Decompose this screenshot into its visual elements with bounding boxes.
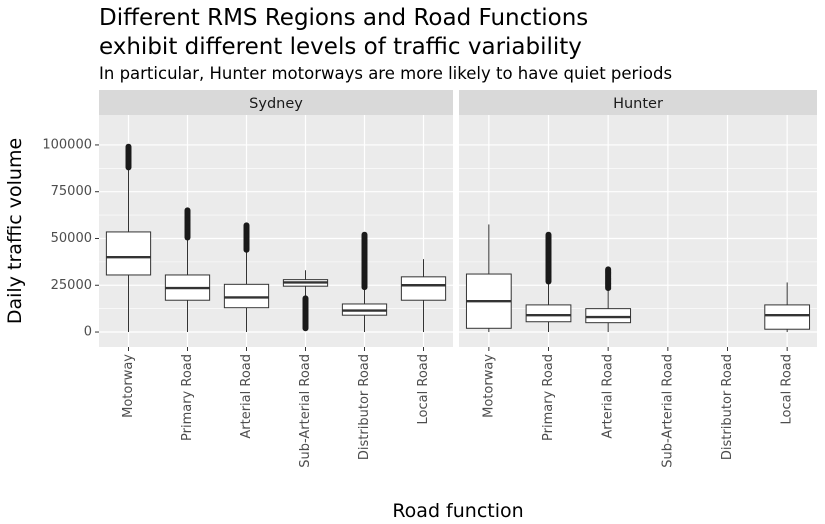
x-tick-label: Motorway [481, 354, 496, 418]
x-tick-label: Distributor Road [720, 354, 735, 460]
y-tick-label: 75000 [51, 184, 92, 199]
facet-strip [99, 90, 453, 115]
y-axis-title: Daily traffic volume [4, 138, 26, 324]
facet-strip [459, 90, 817, 115]
boxplot-motorway [465, 224, 512, 333]
y-tick-label: 100000 [42, 137, 92, 152]
x-tick-label: Distributor Road [357, 354, 372, 460]
chart-title-line-1: Different RMS Regions and Road Functions [99, 5, 588, 31]
boxplot-primary-road [164, 207, 211, 333]
x-tick-label: Local Road [416, 354, 431, 424]
box-iqr [105, 231, 152, 276]
box-iqr [585, 308, 632, 324]
boxplot-local-road [764, 282, 811, 333]
panel-background [459, 115, 817, 347]
x-axis: Motorway Primary Road Arterial Road Sub-Art… [121, 347, 795, 468]
boxplot-primary-road [525, 231, 572, 333]
x-tick-label: Sub-Arterial Road [298, 354, 313, 468]
facet-panel-sydney: Sydney [99, 90, 453, 347]
panel-background [99, 115, 453, 347]
y-tick-label: 0 [84, 325, 92, 340]
x-tick-label: Motorway [121, 354, 136, 418]
outlier-point [125, 143, 132, 150]
y-tick-label: 50000 [51, 231, 92, 246]
x-tick-label: Arterial Road [601, 354, 616, 439]
box-iqr [223, 283, 270, 309]
box-iqr [525, 304, 572, 323]
x-tick-label: Arterial Road [239, 354, 254, 439]
boxplot-arterial-road [223, 222, 270, 333]
x-tick-label: Sub-Arterial Road [660, 354, 675, 468]
outlier-point [243, 222, 250, 229]
outlier-point [302, 295, 309, 302]
x-tick-label: Primary Road [180, 354, 195, 441]
boxplot-local-road [400, 259, 447, 333]
outlier-point [605, 266, 612, 273]
boxplot-arterial-road [585, 266, 632, 333]
x-tick-label: Local Road [780, 354, 795, 424]
outlier-point [184, 207, 191, 214]
chart-title-line-2: exhibit different levels of traffic vari… [99, 34, 582, 60]
boxplot-sub-arterial-road [282, 270, 329, 332]
box-iqr [764, 304, 811, 330]
y-axis: 0 25000 50000 75000 100000 [42, 137, 99, 340]
facet-panels: Sydney Hunter [99, 90, 817, 347]
boxplot-motorway [105, 143, 152, 333]
chart-subtitle: In particular, Hunter motorways are more… [99, 64, 672, 83]
x-axis-title: Road function [392, 500, 523, 522]
boxplot-distributor-road [341, 231, 388, 333]
box-iqr [400, 276, 447, 301]
facet-panel-hunter: Hunter [459, 90, 817, 347]
facet-strip-label: Sydney [249, 96, 303, 112]
outlier-point [545, 231, 552, 238]
y-tick-label: 25000 [51, 278, 92, 293]
x-tick-label: Primary Road [541, 354, 556, 441]
facet-strip-label: Hunter [613, 96, 663, 112]
outlier-point [361, 231, 368, 238]
